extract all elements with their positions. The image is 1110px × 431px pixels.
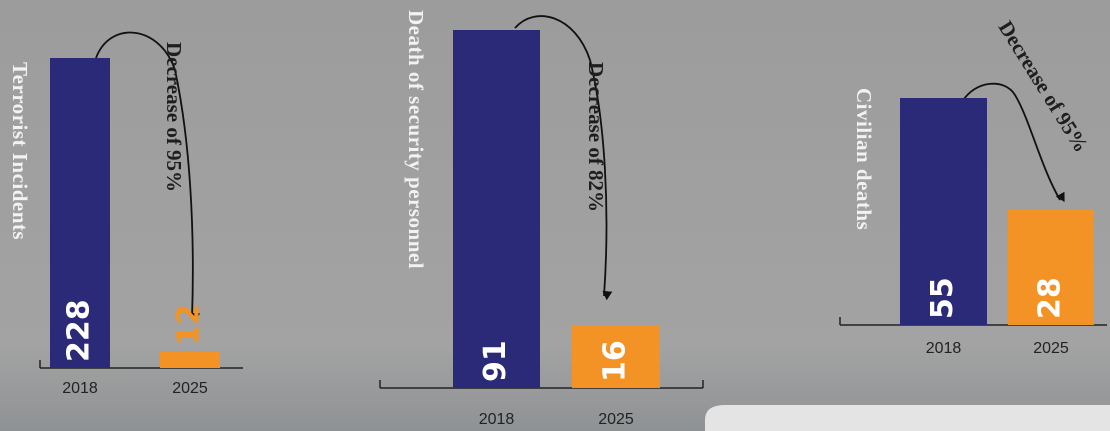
value-label: 12: [172, 304, 207, 346]
chart-title: Civilian deaths: [852, 88, 876, 230]
decrease-arrow: [95, 31, 201, 323]
bar: [1008, 209, 1094, 325]
charts: Terrorist Incidents Decrease of 95% 228 201…: [8, 10, 1107, 428]
bar: [900, 98, 987, 325]
value-label: 55: [925, 277, 960, 319]
bar: [572, 325, 660, 388]
value-label: 228: [62, 299, 97, 362]
x-tick-label: 2025: [598, 411, 634, 428]
panel-corner: [705, 405, 1110, 431]
x-tick-label: 2018: [479, 411, 515, 428]
x-tick-label: 2018: [926, 340, 962, 357]
bar: [453, 30, 540, 388]
x-tick-label: 2018: [62, 380, 98, 397]
decrease-arrow: [961, 82, 1065, 202]
bar: [50, 58, 110, 368]
bar: [160, 351, 220, 368]
decrease-note: Decrease of 95%: [162, 42, 186, 192]
x-tick-label: 2025: [172, 380, 208, 397]
decrease-note: Decrease of 82%: [584, 62, 608, 212]
value-label: 91: [478, 340, 513, 382]
chart-title: Death of security personnel: [404, 10, 428, 269]
value-label: 16: [598, 340, 633, 382]
decrease-arrow: [514, 15, 613, 301]
chart-title: Terrorist Incidents: [8, 62, 32, 240]
value-label: 28: [1033, 277, 1068, 319]
x-tick-label: 2025: [1033, 340, 1069, 357]
